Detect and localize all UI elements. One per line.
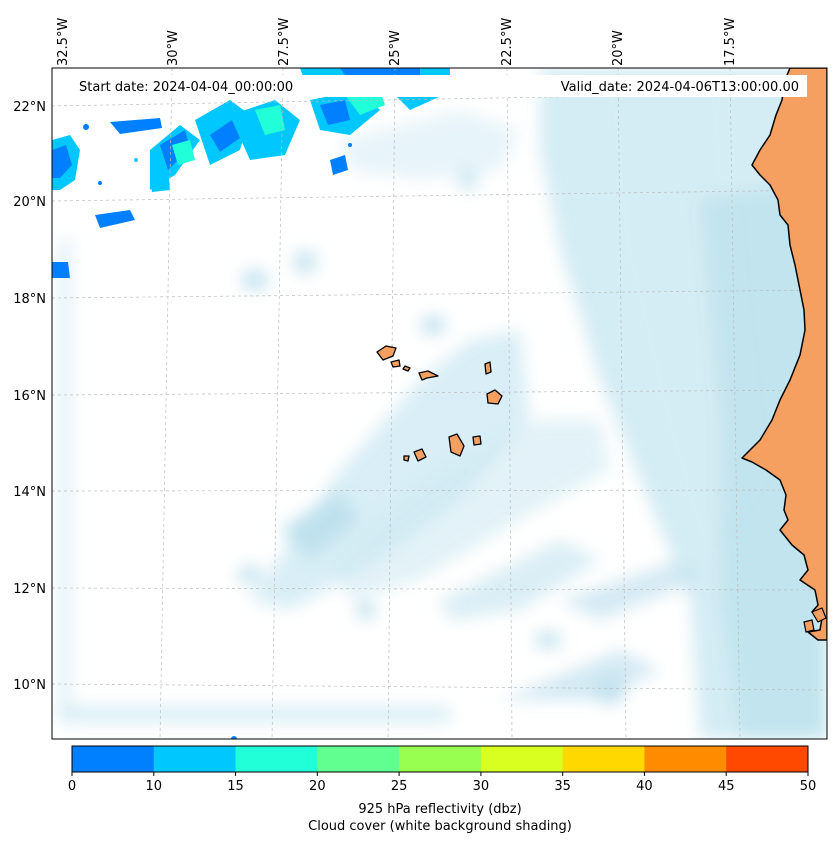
lon-label: 32.5°W [56, 18, 71, 66]
colorbar-segment [562, 746, 645, 772]
colorbar-segment [726, 746, 809, 772]
lat-label: 18°N [13, 292, 46, 307]
lon-label: 25°W [388, 30, 403, 66]
lat-label: 16°N [13, 389, 46, 404]
map-content: Start date: 2024-04-04_00:00:00 Valid_da… [52, 68, 827, 739]
colorbar-tick-label: 25 [391, 779, 408, 794]
longitude-labels: 32.5°W 30°W 27.5°W 25°W 22.5°W 20°W 17.5… [56, 18, 738, 66]
graticule [52, 68, 827, 739]
africa-coast [741, 68, 827, 641]
colorbar-tick-label: 20 [309, 779, 326, 794]
info-box [70, 75, 807, 97]
cape-verde-islands [376, 345, 503, 462]
colorbar-segment [399, 746, 482, 772]
colorbar-label-line1: 925 hPa reflectivity (dbz) [358, 802, 521, 817]
colorbar-tick-label: 45 [718, 779, 735, 794]
colorbar-segment [235, 746, 318, 772]
lon-label: 20°W [611, 30, 626, 66]
valid-date-text: Valid_date: 2024-04-06T13:00:00.00 [561, 80, 799, 95]
colorbar-border [71, 745, 809, 773]
lat-label: 20°N [13, 195, 46, 210]
cloud-cover-layer [58, 68, 827, 739]
colorbar-segment [317, 746, 400, 772]
colorbar: 0 10 15 20 25 30 35 40 45 50 [68, 745, 817, 794]
colorbar-segment [480, 746, 564, 772]
lat-label: 10°N [13, 678, 46, 693]
map-frame [51, 67, 828, 740]
africa-coast-islands [803, 607, 827, 633]
lat-label: 12°N [13, 582, 46, 597]
colorbar-segment [644, 746, 727, 772]
lon-label: 27.5°W [277, 18, 292, 66]
colorbar-segment [72, 746, 155, 772]
colorbar-tick-label: 50 [800, 779, 817, 794]
colorbar-tick-label: 0 [68, 779, 76, 794]
colorbar-segment [153, 746, 237, 772]
lat-label: 14°N [13, 485, 46, 500]
lon-label: 17.5°W [723, 18, 738, 66]
lat-label: 22°N [13, 100, 46, 115]
colorbar-label-line2: Cloud cover (white background shading) [308, 819, 572, 834]
colorbar-tick-label: 10 [146, 779, 163, 794]
colorbar-tick-label: 35 [554, 779, 571, 794]
colorbar-tick-label: 15 [227, 779, 244, 794]
start-date-text: Start date: 2024-04-04_00:00:00 [79, 80, 293, 95]
colorbar-tick-label: 30 [473, 779, 490, 794]
latitude-labels: 22°N 20°N 18°N 16°N 14°N 12°N 10°N [13, 100, 46, 693]
colorbar-tick-label: 40 [636, 779, 653, 794]
lon-label: 22.5°W [500, 18, 515, 66]
lon-label: 30°W [166, 30, 181, 66]
